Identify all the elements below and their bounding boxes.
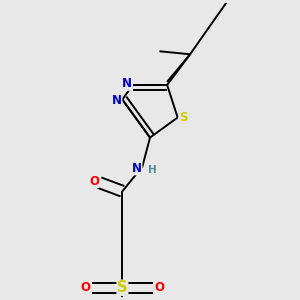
Text: S: S bbox=[179, 111, 188, 124]
Text: O: O bbox=[80, 281, 90, 294]
Text: N: N bbox=[112, 94, 122, 107]
Text: N: N bbox=[132, 162, 142, 175]
Text: H: H bbox=[148, 165, 157, 175]
Text: O: O bbox=[89, 175, 99, 188]
Text: S: S bbox=[117, 280, 128, 295]
Text: N: N bbox=[122, 77, 132, 90]
Text: O: O bbox=[155, 281, 165, 294]
